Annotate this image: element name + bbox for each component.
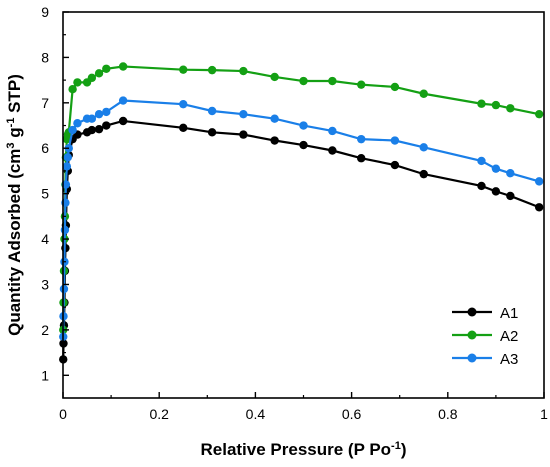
data-point-A2 bbox=[328, 76, 337, 86]
data-point-A3 bbox=[118, 96, 128, 105]
y-tick-label: 9 bbox=[41, 4, 49, 20]
data-point-A3 bbox=[63, 153, 73, 162]
data-point-A2 bbox=[299, 76, 308, 86]
data-point-A1 bbox=[328, 146, 337, 155]
data-point-A1 bbox=[118, 116, 128, 126]
data-point-A1 bbox=[419, 169, 428, 179]
y-axis-title-pre: Quantity Adsorbed (cm bbox=[5, 149, 24, 336]
x-tick-label: 0.2 bbox=[149, 406, 169, 422]
y-axis-title-sup1: 3 bbox=[5, 142, 17, 148]
data-point-A2 bbox=[94, 69, 104, 78]
data-point-A2 bbox=[357, 80, 366, 89]
data-point-A3 bbox=[357, 134, 366, 144]
data-point-A2 bbox=[534, 109, 544, 119]
legend-marker-A3 bbox=[467, 353, 477, 363]
x-tick-label: 0.6 bbox=[342, 406, 362, 422]
data-point-A3 bbox=[328, 126, 337, 136]
y-tick-label: 1 bbox=[41, 367, 49, 383]
x-tick-label: 0 bbox=[59, 406, 67, 422]
legend: A1 A2 A3 bbox=[452, 305, 518, 368]
x-axis-title-sup: -1 bbox=[391, 440, 401, 452]
data-point-A2 bbox=[419, 89, 428, 98]
data-point-A2 bbox=[506, 104, 515, 113]
y-tick-label: 6 bbox=[41, 140, 49, 156]
data-point-A3 bbox=[506, 169, 515, 178]
series-line-A3 bbox=[62, 99, 540, 337]
x-axis-title-main: Relative Pressure (P Po bbox=[200, 440, 391, 459]
data-point-A3 bbox=[477, 156, 486, 166]
y-tick-label: 7 bbox=[41, 95, 49, 111]
data-point-A3 bbox=[59, 284, 69, 294]
ticks-layer: 0 0.2 0.4 0.6 0.8 1 1 2 3 4 5 6 7 8 9 bbox=[41, 4, 548, 422]
data-point-A3 bbox=[491, 164, 501, 173]
y-tick-label: 2 bbox=[41, 322, 49, 338]
y-tick-label: 8 bbox=[41, 49, 49, 65]
data-point-A3 bbox=[390, 136, 400, 145]
data-point-A1 bbox=[94, 124, 104, 134]
legend-label-A2: A2 bbox=[500, 328, 518, 345]
data-point-A3 bbox=[239, 109, 248, 119]
legend-label-A1: A1 bbox=[500, 305, 518, 322]
data-point-A2 bbox=[73, 78, 82, 87]
data-point-A3 bbox=[68, 125, 77, 135]
data-point-A1 bbox=[299, 140, 308, 150]
data-point-A2 bbox=[491, 100, 501, 110]
data-point-A3 bbox=[299, 121, 308, 130]
data-point-A2 bbox=[270, 72, 279, 82]
data-point-A1 bbox=[491, 187, 501, 196]
x-tick-label: 0.8 bbox=[438, 406, 458, 422]
data-point-A1 bbox=[102, 121, 111, 130]
data-point-A1 bbox=[270, 136, 279, 145]
data-point-A3 bbox=[102, 107, 111, 117]
data-point-A3 bbox=[62, 162, 72, 171]
data-point-A2 bbox=[477, 99, 486, 108]
y-tick-label: 5 bbox=[41, 186, 49, 202]
data-point-A3 bbox=[60, 225, 70, 235]
x-axis-title-end: ) bbox=[401, 440, 407, 459]
data-point-A1 bbox=[534, 203, 544, 212]
data-point-A3 bbox=[73, 119, 82, 128]
data-point-A3 bbox=[270, 114, 279, 123]
data-point-A1 bbox=[390, 160, 400, 170]
y-axis-title-mid: g bbox=[5, 127, 24, 142]
data-point-A2 bbox=[179, 65, 188, 74]
data-point-A1 bbox=[357, 154, 366, 163]
plot-layer bbox=[59, 62, 544, 364]
data-point-A2 bbox=[118, 62, 128, 71]
data-point-A3 bbox=[87, 114, 97, 123]
y-axis-title-end: STP) bbox=[5, 74, 24, 117]
y-tick-label: 4 bbox=[41, 231, 49, 247]
data-point-A3 bbox=[419, 143, 428, 152]
data-point-A1 bbox=[506, 191, 515, 201]
x-tick-label: 1 bbox=[540, 406, 548, 422]
plot-frame bbox=[62, 11, 545, 399]
y-axis-title: Quantity Adsorbed (cm3 g-1 STP) bbox=[5, 74, 24, 336]
data-point-A2 bbox=[207, 65, 217, 75]
data-point-A1 bbox=[239, 130, 248, 139]
data-point-A2 bbox=[68, 85, 77, 94]
data-point-A2 bbox=[87, 73, 97, 83]
data-point-A3 bbox=[94, 109, 104, 119]
data-point-A2 bbox=[102, 64, 111, 73]
series-line-A2 bbox=[62, 65, 540, 330]
data-point-A1 bbox=[477, 181, 486, 191]
legend-marker-A1 bbox=[467, 307, 477, 317]
data-point-A3 bbox=[534, 177, 544, 186]
legend-label-A3: A3 bbox=[500, 351, 518, 368]
data-point-A1 bbox=[179, 123, 188, 132]
y-axis-title-sup2: -1 bbox=[5, 118, 17, 128]
data-point-A2 bbox=[390, 82, 400, 92]
data-point-A2 bbox=[239, 66, 248, 76]
data-point-A3 bbox=[179, 99, 188, 109]
data-point-A3 bbox=[207, 106, 217, 116]
x-tick-label: 0.4 bbox=[246, 406, 266, 422]
y-tick-label: 3 bbox=[41, 276, 49, 292]
data-point-A1 bbox=[207, 128, 217, 137]
data-point-A1 bbox=[87, 125, 97, 135]
x-axis-title: Relative Pressure (P Po-1) bbox=[200, 440, 406, 459]
legend-marker-A2 bbox=[467, 330, 477, 340]
